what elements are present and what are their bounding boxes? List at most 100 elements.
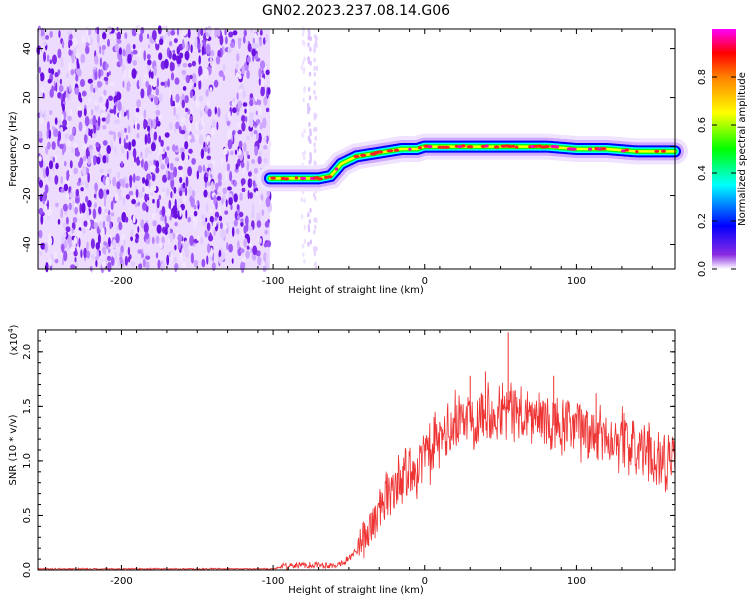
noise-speckle	[78, 237, 81, 248]
noise-speckle	[143, 119, 148, 128]
faint-speckle	[303, 224, 306, 230]
noise-speckle	[93, 193, 97, 199]
noise-speckle	[51, 85, 54, 91]
noise-speckle	[213, 229, 216, 237]
noise-speckle	[68, 186, 71, 193]
noise-speckle	[108, 130, 114, 135]
noise-speckle	[54, 258, 59, 264]
faint-speckle	[301, 243, 305, 249]
faint-speckle	[312, 192, 316, 198]
noise-speckle	[172, 49, 176, 54]
noise-speckle	[260, 86, 265, 97]
noise-speckle	[99, 57, 102, 67]
noise-speckle	[78, 221, 82, 228]
noise-speckle	[246, 245, 250, 250]
ridge-hotspot	[283, 177, 289, 181]
noise-speckle	[187, 28, 191, 39]
noise-speckle	[49, 59, 52, 64]
spectrogram-frame	[37, 28, 676, 270]
noise-speckle	[150, 119, 153, 129]
noise-speckle	[69, 33, 73, 40]
noise-speckle	[138, 263, 143, 269]
noise-speckle	[152, 30, 157, 41]
noise-speckle	[80, 79, 85, 87]
noise-speckle	[232, 130, 235, 137]
noise-speckle	[102, 140, 108, 146]
noise-speckle	[189, 235, 195, 247]
noise-speckle	[71, 146, 74, 154]
noise-speckle	[119, 56, 123, 67]
noise-speckle	[132, 44, 136, 50]
noise-speckle	[107, 261, 112, 273]
faint-speckle	[315, 35, 318, 41]
noise-speckle	[99, 45, 102, 55]
noise-speckle	[121, 106, 125, 118]
noise-speckle	[98, 96, 104, 103]
noise-speckle	[69, 167, 72, 176]
noise-speckle	[134, 119, 137, 131]
noise-speckle	[155, 87, 160, 96]
noise-speckle	[247, 171, 252, 177]
noise-speckle	[138, 77, 141, 88]
colorbar-tick-label: 0.0	[697, 261, 708, 277]
noise-speckle	[160, 139, 164, 147]
noise-speckle	[132, 173, 136, 184]
noise-speckle	[185, 176, 189, 188]
noise-speckle	[184, 186, 188, 197]
noise-speckle	[243, 238, 247, 248]
noise-speckle	[233, 193, 238, 203]
noise-speckle	[105, 176, 110, 188]
noise-speckle	[135, 107, 140, 113]
ridge-hotspot	[507, 144, 513, 148]
noise-speckle	[204, 230, 208, 238]
noise-speckle	[243, 225, 247, 235]
faint-speckle	[313, 48, 316, 54]
noise-speckle	[196, 170, 199, 180]
faint-speckle	[307, 212, 310, 218]
faint-speckle	[301, 31, 305, 37]
noise-speckle	[148, 44, 151, 49]
noise-speckle	[155, 160, 160, 168]
noise-speckle	[57, 92, 62, 99]
noise-speckle	[125, 134, 129, 140]
noise-speckle	[66, 173, 69, 181]
noise-speckle	[94, 100, 98, 107]
noise-speckle	[117, 258, 120, 267]
noise-speckle	[223, 200, 227, 209]
noise-speckle	[179, 176, 183, 184]
noise-speckle	[221, 197, 224, 205]
noise-speckle	[246, 69, 250, 79]
noise-speckle	[188, 148, 193, 154]
noise-speckle	[205, 217, 208, 223]
noise-speckle	[249, 116, 254, 128]
noise-speckle	[140, 151, 143, 158]
noise-speckle	[169, 162, 174, 171]
noise-speckle	[172, 144, 176, 152]
noise-speckle	[143, 50, 146, 61]
noise-speckle	[82, 227, 86, 235]
noise-speckle	[250, 178, 253, 187]
noise-speckle	[209, 232, 212, 242]
ridge-hotspot	[533, 144, 540, 148]
noise-speckle	[85, 26, 89, 37]
noise-speckle	[235, 72, 240, 78]
faint-speckle	[307, 35, 310, 40]
noise-speckle	[124, 216, 129, 223]
noise-speckle	[179, 207, 182, 217]
noise-speckle	[64, 160, 67, 167]
noise-speckle	[200, 109, 203, 119]
noise-speckle	[253, 167, 259, 174]
noise-speckle	[83, 247, 87, 259]
noise-speckle	[169, 215, 172, 221]
noise-speckle	[185, 74, 191, 84]
faint-speckle	[308, 86, 311, 92]
noise-speckle	[165, 187, 170, 197]
noise-speckle	[65, 93, 69, 98]
noise-speckle	[40, 214, 44, 225]
noise-speckle	[200, 116, 204, 127]
noise-speckle	[81, 34, 86, 44]
noise-speckle	[102, 155, 107, 164]
noise-speckle	[59, 78, 63, 85]
noise-speckle	[162, 188, 165, 193]
